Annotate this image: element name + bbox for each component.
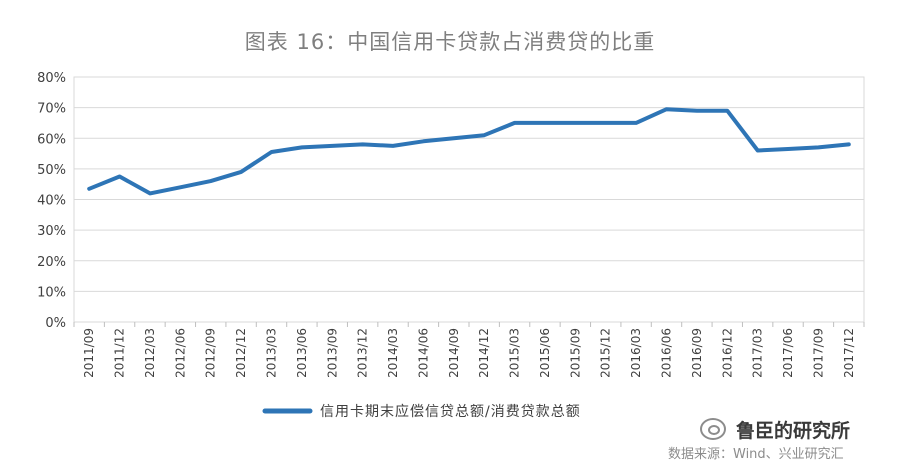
y-tick-label: 20% bbox=[37, 255, 66, 270]
wechat-icon bbox=[700, 418, 726, 440]
x-tick-label: 2014/12 bbox=[477, 328, 491, 378]
chart-title: 图表 16：中国信用卡贷款占消费贷的比重 bbox=[244, 30, 656, 54]
y-tick-label: 60% bbox=[37, 132, 66, 147]
x-tick-label: 2013/06 bbox=[295, 328, 309, 378]
x-tick-label: 2014/03 bbox=[386, 328, 400, 378]
y-tick-label: 30% bbox=[37, 224, 66, 239]
x-tick-label: 2015/09 bbox=[568, 328, 582, 378]
x-tick-label: 2016/03 bbox=[629, 328, 643, 378]
x-tick-label: 2011/09 bbox=[82, 328, 96, 378]
watermark-name: 鲁臣的研究所 bbox=[736, 420, 851, 442]
x-tick-label: 2017/12 bbox=[842, 328, 856, 378]
x-tick-label: 2016/09 bbox=[690, 328, 704, 378]
x-tick-label: 2011/12 bbox=[113, 328, 127, 378]
x-tick-label: 2012/03 bbox=[143, 328, 157, 378]
x-tick-label: 2015/12 bbox=[599, 328, 613, 378]
y-tick-label: 50% bbox=[37, 163, 66, 178]
x-tick-label: 2016/06 bbox=[660, 328, 674, 378]
x-tick-label: 2015/03 bbox=[508, 328, 522, 378]
x-tick-label: 2012/09 bbox=[204, 328, 218, 378]
source-note: 数据来源：Wind、兴业研究汇 bbox=[668, 447, 844, 462]
x-tick-label: 2017/09 bbox=[811, 328, 825, 378]
x-tick-label: 2016/12 bbox=[720, 328, 734, 378]
x-tick-label: 2015/06 bbox=[538, 328, 552, 378]
x-tick-label: 2013/12 bbox=[356, 328, 370, 378]
x-tick-label: 2013/09 bbox=[325, 328, 339, 378]
x-tick-label: 2012/12 bbox=[234, 328, 248, 378]
y-tick-label: 40% bbox=[37, 194, 66, 209]
series-line bbox=[87, 107, 851, 196]
watermark: 鲁臣的研究所 数据来源：Wind、兴业研究汇 bbox=[668, 416, 890, 466]
legend-label: 信用卡期末应偿信贷总额/消费贷款总额 bbox=[320, 403, 581, 420]
series-group bbox=[87, 107, 851, 196]
x-tick-label: 2017/03 bbox=[751, 328, 765, 378]
x-tick-label: 2014/09 bbox=[447, 328, 461, 378]
y-tick-label: 0% bbox=[45, 316, 66, 331]
x-tick-label: 2014/06 bbox=[416, 328, 430, 378]
x-tick-label: 2012/06 bbox=[173, 328, 187, 378]
y-tick-label: 70% bbox=[37, 102, 66, 117]
y-axis-ticks: 0% 10% 20% 30% 40% 50% 60% 70% 80% bbox=[37, 71, 66, 331]
legend: 信用卡期末应偿信贷总额/消费贷款总额 bbox=[262, 403, 581, 420]
x-tick-label: 2017/06 bbox=[781, 328, 795, 378]
x-tick-label: 2013/03 bbox=[265, 328, 279, 378]
x-axis-ticks: 2011/09 2011/12 2012/03 2012/06 2012/09 2012/… bbox=[73, 322, 865, 378]
y-tick-label: 80% bbox=[37, 71, 66, 86]
y-tick-label: 10% bbox=[37, 285, 66, 300]
